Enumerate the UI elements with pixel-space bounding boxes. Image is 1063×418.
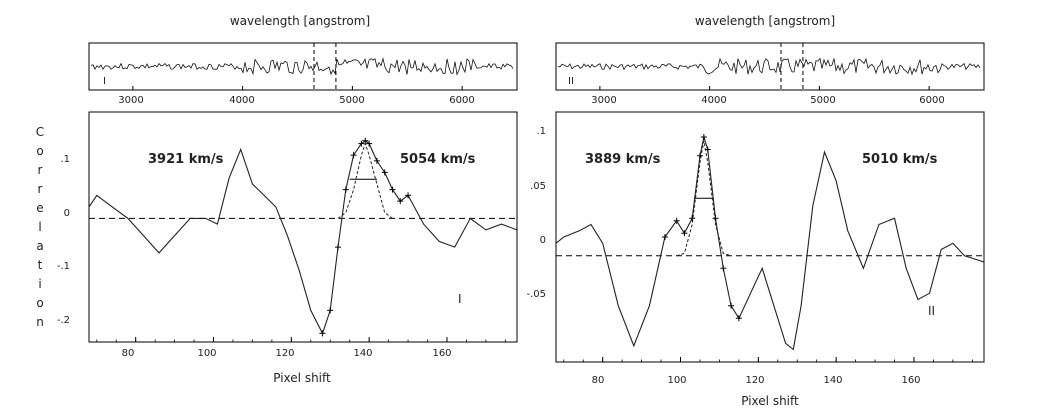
panel-1-velocity-left: 3921 km/s — [148, 152, 224, 167]
panel-1-top-tick-3000: 3000 — [118, 95, 143, 106]
panel-2: wavelength [angstrom] II 3000 4000 5000 … — [526, 14, 985, 408]
panel-2-spectrum-strip — [557, 43, 981, 90]
gaussian-fit-line — [337, 142, 393, 219]
y-label-letter: r — [38, 182, 43, 196]
panel-2-top-tick-6000: 6000 — [919, 95, 944, 106]
panel-1-top-marker: I — [103, 76, 106, 87]
data-point — [704, 146, 711, 153]
panel-1-x-tick-120: 120 — [275, 348, 294, 359]
panel-1-y-tick-minus-0.1: -.1 — [57, 261, 70, 272]
panel-1: wavelength [angstrom] I 3000 4000 5000 6… — [36, 14, 518, 385]
data-point — [366, 140, 373, 147]
data-point — [327, 307, 334, 314]
panel-2-x-tick-120: 120 — [745, 375, 764, 386]
data-point — [735, 315, 742, 322]
data-point — [350, 152, 357, 159]
panel-2-y-tick-0: 0 — [540, 235, 546, 246]
panel-1-y-tick-minus-0.2: -.2 — [57, 315, 70, 326]
panel-2-velocity-right: 5010 km/s — [862, 152, 938, 167]
panel-2-top-tick-3000: 3000 — [591, 95, 616, 106]
data-point — [720, 265, 727, 272]
data-point — [373, 157, 380, 164]
y-label-letter: l — [38, 220, 41, 234]
y-label-letter: e — [36, 201, 43, 215]
data-point — [681, 230, 688, 237]
correlation-line — [88, 140, 518, 335]
data-point — [342, 186, 349, 193]
panel-1-x-tick-160: 160 — [432, 348, 451, 359]
panel-1-y-tick-0: 0 — [64, 208, 70, 219]
data-point — [381, 169, 388, 176]
panel-2-top-tick-5000: 5000 — [810, 95, 835, 106]
panel-2-x-tick-160: 160 — [901, 375, 920, 386]
panel-1-top-tick-6000: 6000 — [449, 95, 474, 106]
data-point — [689, 215, 696, 222]
data-point — [728, 302, 735, 309]
panel-1-x-tick-80: 80 — [122, 348, 135, 359]
panel-2-y-tick-minus-0.05: -.05 — [526, 289, 546, 300]
panel-1-top-title: wavelength [angstrom] — [230, 14, 370, 28]
gaussian-fit-line — [676, 140, 732, 257]
panel-1-top-tick-5000: 5000 — [339, 95, 364, 106]
data-point — [362, 137, 369, 144]
panel-2-top-title: wavelength [angstrom] — [695, 14, 835, 28]
panel-2-y-tick-0.1: .1 — [536, 126, 546, 137]
panel-2-marker: II — [928, 304, 935, 318]
panel-1-top-tick-4000: 4000 — [229, 95, 254, 106]
panel-1-x-tick-140: 140 — [353, 348, 372, 359]
y-axis-label: C o r r e l a t i o n — [36, 125, 44, 329]
data-point — [700, 134, 707, 140]
spectrum-line — [557, 57, 981, 76]
data-point — [397, 198, 404, 205]
correlation-line — [555, 136, 985, 351]
panel-1-velocity-right: 5054 km/s — [400, 152, 476, 167]
data-point — [389, 186, 396, 193]
data-point — [358, 140, 365, 147]
data-point — [673, 217, 680, 224]
panel-2-top-tick-4000: 4000 — [701, 95, 726, 106]
data-point — [319, 330, 326, 337]
panel-1-marker: I — [458, 292, 462, 306]
panel-1-plot-frame — [88, 111, 518, 343]
panel-1-x-label: Pixel shift — [273, 371, 331, 385]
y-label-letter: r — [38, 163, 43, 177]
data-point — [696, 152, 703, 159]
panel-1-spectrum-strip — [90, 43, 514, 90]
y-label-letter: i — [38, 277, 41, 291]
panel-1-top-strip-frame — [88, 42, 518, 91]
y-label-letter: o — [36, 144, 43, 158]
panel-2-plot-area — [555, 134, 985, 362]
panel-2-x-tick-140: 140 — [823, 375, 842, 386]
spectrum-line — [90, 57, 514, 76]
panel-2-top-strip-frame — [555, 42, 985, 91]
panel-2-top-marker: II — [568, 76, 574, 87]
data-point — [405, 192, 412, 199]
panel-2-y-tick-0.05: .05 — [530, 181, 546, 192]
y-label-letter: t — [38, 258, 43, 272]
y-label-letter: n — [36, 315, 44, 329]
panel-1-plot-area — [88, 137, 518, 342]
y-label-letter: o — [36, 296, 43, 310]
y-label-letter: a — [36, 239, 43, 253]
panel-2-x-tick-80: 80 — [592, 375, 605, 386]
panel-2-plot-frame — [555, 111, 985, 363]
data-point — [661, 234, 668, 240]
data-point — [335, 244, 342, 251]
panel-2-x-label: Pixel shift — [741, 394, 799, 408]
data-point — [712, 215, 719, 222]
panel-1-x-tick-100: 100 — [197, 348, 216, 359]
panel-2-x-tick-100: 100 — [667, 375, 686, 386]
y-label-letter: C — [36, 125, 44, 139]
panel-2-velocity-left: 3889 km/s — [585, 152, 661, 167]
panel-1-y-tick-0.1: .1 — [60, 154, 70, 165]
